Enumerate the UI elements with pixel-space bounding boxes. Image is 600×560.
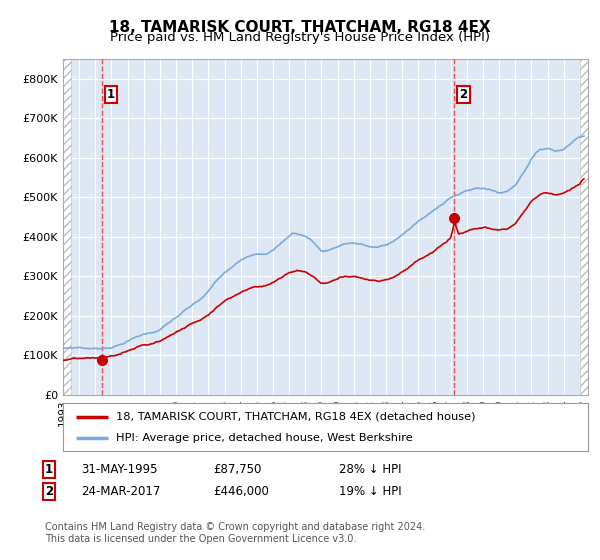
Text: 2: 2	[45, 485, 53, 498]
Bar	[580, 59, 588, 395]
Bar	[63, 59, 71, 395]
Text: Contains HM Land Registry data © Crown copyright and database right 2024.
This d: Contains HM Land Registry data © Crown c…	[45, 522, 425, 544]
Text: 18, TAMARISK COURT, THATCHAM, RG18 4EX (detached house): 18, TAMARISK COURT, THATCHAM, RG18 4EX (…	[115, 412, 475, 422]
Text: 2: 2	[459, 88, 467, 101]
Text: £446,000: £446,000	[213, 485, 269, 498]
Text: 1: 1	[45, 463, 53, 476]
Text: 31-MAY-1995: 31-MAY-1995	[81, 463, 157, 476]
Text: 24-MAR-2017: 24-MAR-2017	[81, 485, 160, 498]
Text: 18, TAMARISK COURT, THATCHAM, RG18 4EX: 18, TAMARISK COURT, THATCHAM, RG18 4EX	[109, 20, 491, 35]
Text: 1: 1	[107, 88, 115, 101]
Text: HPI: Average price, detached house, West Berkshire: HPI: Average price, detached house, West…	[115, 433, 412, 444]
Text: £87,750: £87,750	[213, 463, 262, 476]
Text: Price paid vs. HM Land Registry's House Price Index (HPI): Price paid vs. HM Land Registry's House …	[110, 31, 490, 44]
Text: 28% ↓ HPI: 28% ↓ HPI	[339, 463, 401, 476]
Text: 19% ↓ HPI: 19% ↓ HPI	[339, 485, 401, 498]
